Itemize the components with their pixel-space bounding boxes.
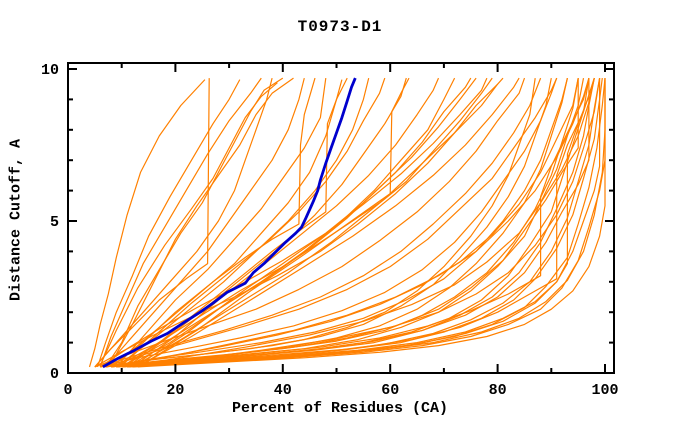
model-curve [132, 77, 493, 368]
model-curve [127, 78, 603, 368]
model-curve [121, 77, 595, 368]
model-curve [105, 77, 305, 368]
model-curve [126, 77, 477, 368]
model-curve [94, 77, 504, 368]
model-curve [115, 77, 370, 368]
model-curve [132, 78, 606, 368]
model-curve [110, 77, 294, 365]
y-axis-label: Distance Cutoff, A [7, 138, 25, 302]
y-tick-label: 0 [50, 366, 59, 383]
model-curve [116, 77, 590, 368]
model-curve [127, 78, 601, 368]
x-tick-label: 0 [63, 382, 72, 399]
model-curve [105, 77, 558, 368]
model-curve [99, 77, 488, 368]
model-curve [96, 79, 241, 368]
model-curve [105, 77, 568, 368]
model-curve [116, 77, 590, 368]
model-curve [94, 77, 273, 368]
model-curve [115, 78, 327, 368]
model-curve [100, 77, 558, 368]
model-curve [100, 77, 542, 368]
highlighted-model-curve [102, 77, 357, 369]
model-curve [94, 77, 526, 368]
model-curve [88, 79, 206, 368]
model-curve [137, 77, 520, 368]
model-curve [142, 83, 499, 365]
y-tick-label: 10 [41, 62, 59, 79]
x-tick-label: 100 [591, 382, 618, 399]
model-curve [99, 82, 278, 366]
chart-title: T0973-D1 [297, 18, 383, 36]
x-axis-label: Percent of Residues (CA) [231, 400, 449, 417]
model-curve [132, 77, 440, 368]
model-curve [137, 78, 606, 368]
model-curve [99, 77, 262, 368]
x-tick-label: 60 [381, 382, 399, 399]
x-tick-label: 20 [166, 382, 184, 399]
model-curve [110, 79, 343, 368]
y-tick-label: 5 [50, 214, 59, 231]
model-curve [121, 77, 386, 366]
model-curve [127, 77, 595, 368]
x-tick-label: 40 [274, 382, 292, 399]
x-tick-label: 80 [489, 382, 507, 399]
model-curve [132, 79, 606, 368]
model-curve [121, 77, 595, 368]
plot-border [67, 62, 615, 374]
model-curve [121, 77, 595, 368]
